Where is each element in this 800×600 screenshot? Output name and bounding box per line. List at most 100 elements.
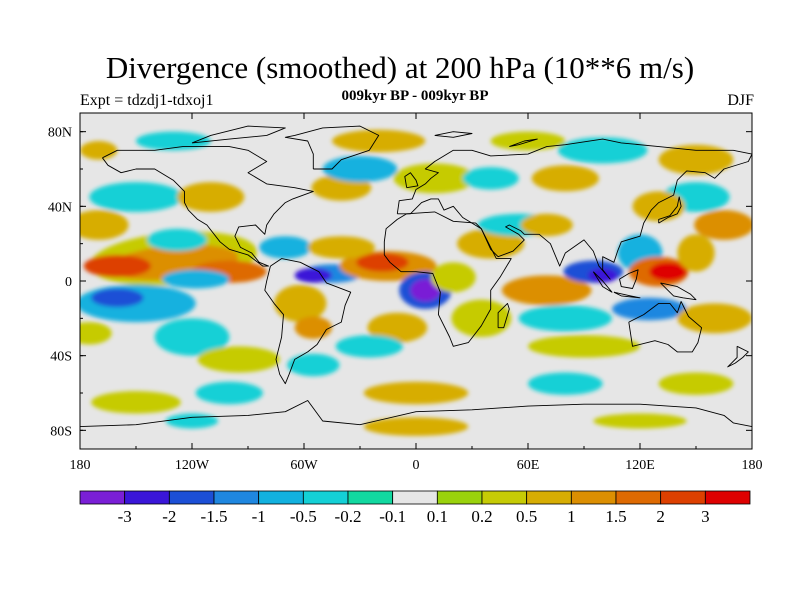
coastline-segment <box>658 196 682 224</box>
y-tick-label: 80S <box>50 424 72 439</box>
field-region <box>322 155 398 183</box>
experiment-label: Expt = tdzdj1-tdxoj1 <box>80 92 214 109</box>
field-region <box>462 167 519 190</box>
colorbar-swatch <box>213 490 260 505</box>
field-region <box>658 144 734 175</box>
colorbar-label: -3 <box>118 507 132 526</box>
field-region <box>136 131 211 151</box>
colorbar-label: 0.1 <box>427 507 448 526</box>
axis-ticks: 180 120W 60W 0 60E 120E 180 80N 40N 0 40S 80S <box>48 113 763 473</box>
coastline-segment <box>497 302 510 329</box>
coastline-segment <box>264 258 352 385</box>
field-region <box>332 129 426 153</box>
field-region <box>367 312 428 343</box>
field-region <box>356 253 409 272</box>
field-region <box>80 322 112 345</box>
coastline-segment <box>727 345 749 368</box>
coastline-segment <box>102 146 314 267</box>
field-region <box>694 210 752 240</box>
colorbar-label: -0.1 <box>379 507 406 526</box>
coastline-segment <box>619 269 639 289</box>
colorbar-label: 0.2 <box>471 507 492 526</box>
x-tick-label: 120E <box>625 458 655 473</box>
field-region <box>162 269 230 289</box>
field-region <box>294 316 333 339</box>
coastline-segment <box>80 400 752 428</box>
coastline-segment <box>404 172 419 189</box>
colorbar-label: -1 <box>252 507 266 526</box>
field-region <box>593 413 687 429</box>
field-region <box>177 182 245 212</box>
colorbar-label: -2 <box>162 507 176 526</box>
field-region <box>89 182 183 212</box>
field-region <box>91 288 144 308</box>
plot-subtitle: 009kyr BP - 009kyr BP <box>341 88 489 104</box>
colorbar-swatch <box>168 490 215 505</box>
divergence-field <box>80 129 752 436</box>
colorbar-label: -1.5 <box>201 507 228 526</box>
field-region <box>410 279 441 302</box>
colorbar-swatch <box>481 490 528 505</box>
field-region <box>451 299 512 338</box>
coastline-segment <box>509 138 538 148</box>
field-region <box>363 381 469 405</box>
field-region <box>165 413 219 429</box>
field-region <box>80 210 129 240</box>
coastline-segment <box>383 211 512 347</box>
field-region <box>430 262 476 293</box>
coastlines <box>80 125 752 428</box>
field-region <box>91 391 181 414</box>
x-tick-label: 60E <box>517 458 540 473</box>
y-tick-label: 40S <box>50 350 72 365</box>
field-region <box>612 297 687 321</box>
x-tick-label: 60W <box>290 458 318 473</box>
field-region <box>307 236 375 259</box>
field-region <box>520 213 573 237</box>
coastline-segment <box>434 131 473 138</box>
field-region <box>197 346 280 373</box>
colorbar-label: 0.5 <box>516 507 537 526</box>
colorbar-label: 1 <box>567 507 576 526</box>
colorbar-swatch <box>258 490 304 505</box>
colorbar: -3 -2 -1.5 -1 -0.5 -0.2 -0.1 0.1 0.2 0.5 1 1.5 2 3 <box>79 490 751 526</box>
colorbar-swatch <box>526 490 572 505</box>
field-region <box>490 131 566 151</box>
colorbar-swatch <box>392 490 438 505</box>
colorbar-label: 2 <box>656 507 665 526</box>
field-region <box>287 353 340 377</box>
season-label: DJF <box>727 92 754 109</box>
coastline-segment <box>628 301 703 353</box>
field-region <box>363 417 469 436</box>
field-region <box>195 381 263 405</box>
field-region <box>274 284 327 323</box>
field-region <box>393 163 476 194</box>
field-region <box>154 318 230 356</box>
field-region <box>457 228 525 259</box>
x-tick-label: 120W <box>175 458 210 473</box>
colorbar-label: 1.5 <box>605 507 626 526</box>
coastline-segment <box>660 282 697 301</box>
colorbar-swatch <box>302 490 349 505</box>
field-region <box>518 305 612 332</box>
field-region <box>335 335 403 358</box>
colorbar-swatch <box>660 490 706 505</box>
page-title: Divergence (smoothed) at 200 hPa (10**6 … <box>105 50 695 85</box>
field-region <box>501 275 592 306</box>
field-region <box>83 254 151 278</box>
coastline-segment <box>284 125 380 170</box>
x-tick-label: 180 <box>742 458 763 473</box>
field-region <box>528 372 603 395</box>
y-tick-label: 0 <box>65 275 72 290</box>
coastline-segment <box>396 138 752 280</box>
field-region <box>259 236 312 259</box>
coastline-segment <box>592 271 613 293</box>
coastline-segment <box>613 291 641 299</box>
colorbar-label: 3 <box>701 507 710 526</box>
y-tick-label: 40N <box>48 200 72 215</box>
field-region <box>147 228 207 252</box>
field-region <box>80 141 118 160</box>
colorbar-swatch <box>704 490 751 505</box>
colorbar-swatch <box>124 490 170 505</box>
field-region <box>677 303 752 334</box>
